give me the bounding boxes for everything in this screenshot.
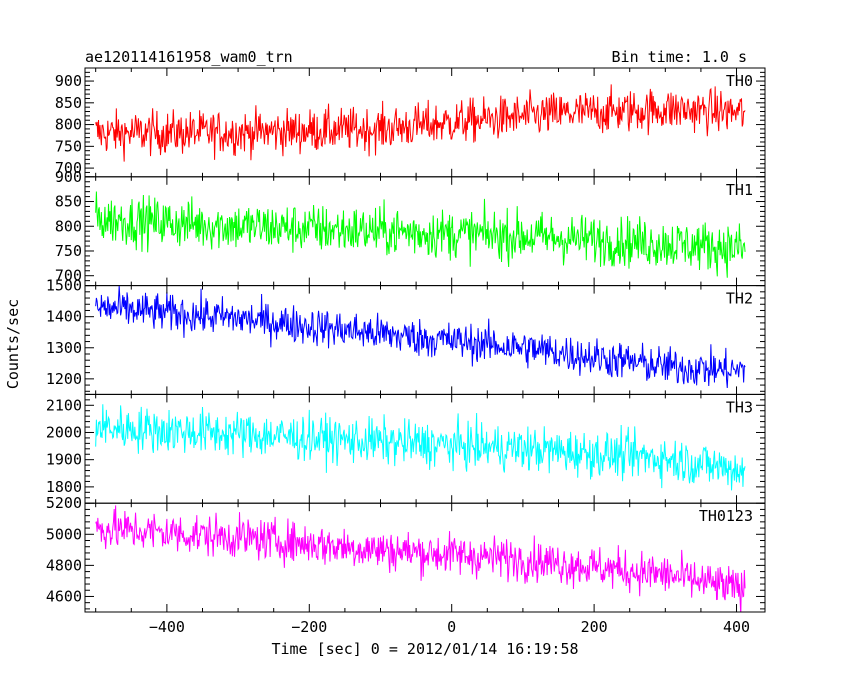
y-tick-label: 750: [55, 242, 82, 260]
bin-time-label: Bin time: 1.0 s: [612, 48, 747, 66]
panel-th0123: 4600 4800 5000 5200 TH0123: [46, 494, 766, 613]
y-tick-label: 850: [55, 94, 82, 112]
panel-th3: 1800 1900 2000 2100 TH3: [46, 393, 766, 504]
y-tick-label: 5200: [46, 494, 82, 512]
y-tick-label: 900: [55, 168, 82, 186]
y-tick-label: 900: [55, 72, 82, 90]
x-tick-label: −200: [291, 618, 327, 636]
series-label-th1: TH1: [726, 181, 753, 199]
x-tick-label: −400: [149, 618, 185, 636]
panels: 700 750 800 850 900 TH0 700 750 800 850 900 TH1 1200…: [46, 67, 766, 613]
series-line-th0: [95, 84, 746, 162]
series-label-th2: TH2: [726, 290, 753, 308]
y-tick-label: 1800: [46, 478, 82, 496]
panel-th1: 700 750 800 850 900 TH1: [55, 168, 766, 287]
x-tick-label: 200: [581, 618, 608, 636]
y-tick-label: 1200: [46, 370, 82, 388]
y-axis-label: Counts/sec: [4, 299, 22, 389]
y-tick-label: 700: [55, 159, 82, 177]
y-tick-label: 700: [55, 267, 82, 285]
x-tick-label: 400: [723, 618, 750, 636]
x-tick-label: 0: [447, 618, 456, 636]
y-tick-label: 4800: [46, 556, 82, 574]
series-line-th3: [95, 404, 746, 491]
y-tick-label: 2000: [46, 423, 82, 441]
panel-frame: [84, 285, 766, 395]
y-tick-label: 4600: [46, 587, 82, 605]
x-axis-label: Time [sec] 0 = 2012/01/14 16:19:58: [271, 640, 578, 658]
chart-title: ae120114161958_wam0_trn: [85, 48, 293, 66]
series-label-th3: TH3: [726, 398, 753, 416]
y-tick-label: 750: [55, 137, 82, 155]
x-axis: −400 −200 0 200 400: [149, 618, 750, 636]
y-tick-label: 800: [55, 217, 82, 235]
y-tick-label: 2100: [46, 396, 82, 414]
series-line-th1: [95, 191, 746, 278]
series-line-th2: [95, 285, 746, 389]
y-tick-label: 5000: [46, 525, 82, 543]
series-label-th0: TH0: [726, 72, 753, 90]
y-tick-label: 1500: [46, 277, 82, 295]
series-label-th0123: TH0123: [699, 507, 753, 525]
panel-th2: 1200 1300 1400 1500 TH2: [46, 277, 766, 395]
y-tick-label: 1400: [46, 308, 82, 326]
series-line-th0123: [95, 505, 746, 613]
y-tick-label: 1900: [46, 451, 82, 469]
panel-frame: [84, 502, 766, 613]
y-tick-label: 1300: [46, 339, 82, 357]
panel-th0: 700 750 800 850 900 TH0: [55, 67, 766, 178]
y-tick-label: 850: [55, 193, 82, 211]
y-tick-label: 800: [55, 116, 82, 134]
